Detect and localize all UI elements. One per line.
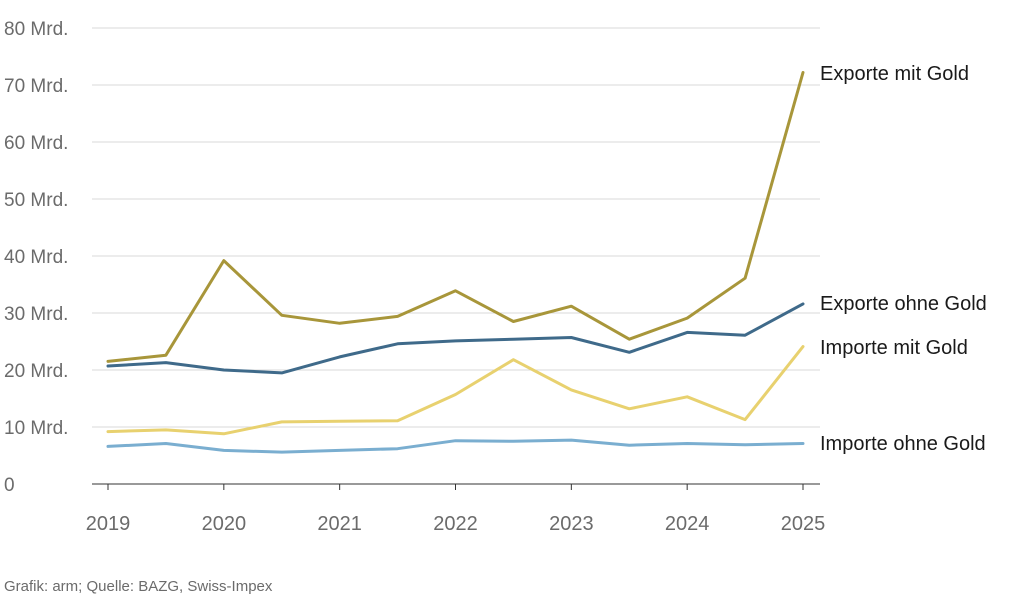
x-tick-label: 2022 [433, 513, 478, 535]
y-tick-label: 70 Mrd. [4, 76, 68, 97]
y-tick-label: 80 Mrd. [4, 19, 68, 40]
series-line [106, 438, 805, 454]
y-tick-label: 20 Mrd. [4, 361, 68, 382]
series-label: Exporte mit Gold [820, 63, 969, 85]
x-tick-label: 2020 [202, 513, 247, 535]
y-tick-label: 60 Mrd. [4, 133, 68, 154]
series-label: Exporte ohne Gold [820, 293, 987, 315]
y-tick-label: 30 Mrd. [4, 304, 68, 325]
x-axis: 2019 2020 2021 2022 2023 2024 2025 [86, 483, 826, 535]
series-line [106, 71, 805, 363]
x-tick-label: 2024 [665, 513, 710, 535]
x-tick-label: 2025 [781, 513, 826, 535]
x-tick-label: 2021 [317, 513, 362, 535]
y-tick-label: 40 Mrd. [4, 247, 68, 268]
series-label: Importe ohne Gold [820, 433, 986, 455]
series-lines [106, 71, 805, 454]
series-labels: Exporte mit Gold Exporte ohne Gold Importe… [820, 63, 987, 455]
y-tick-label: 50 Mrd. [4, 190, 68, 211]
y-tick-label: 10 Mrd. [4, 418, 68, 439]
series-label: Importe mit Gold [820, 337, 968, 359]
y-tick-label: 0 [4, 475, 15, 496]
series-line [106, 302, 805, 375]
y-axis-tick-labels: 0 10 Mrd. 20 Mrd. 30 Mrd. 40 Mrd. 50 Mrd. 60 M… [4, 19, 68, 496]
x-tick-label: 2019 [86, 513, 131, 535]
source-note: Grafik: arm; Quelle: BAZG, Swiss-Impex [4, 578, 273, 595]
x-tick-label: 2023 [549, 513, 594, 535]
series-line [106, 345, 805, 436]
